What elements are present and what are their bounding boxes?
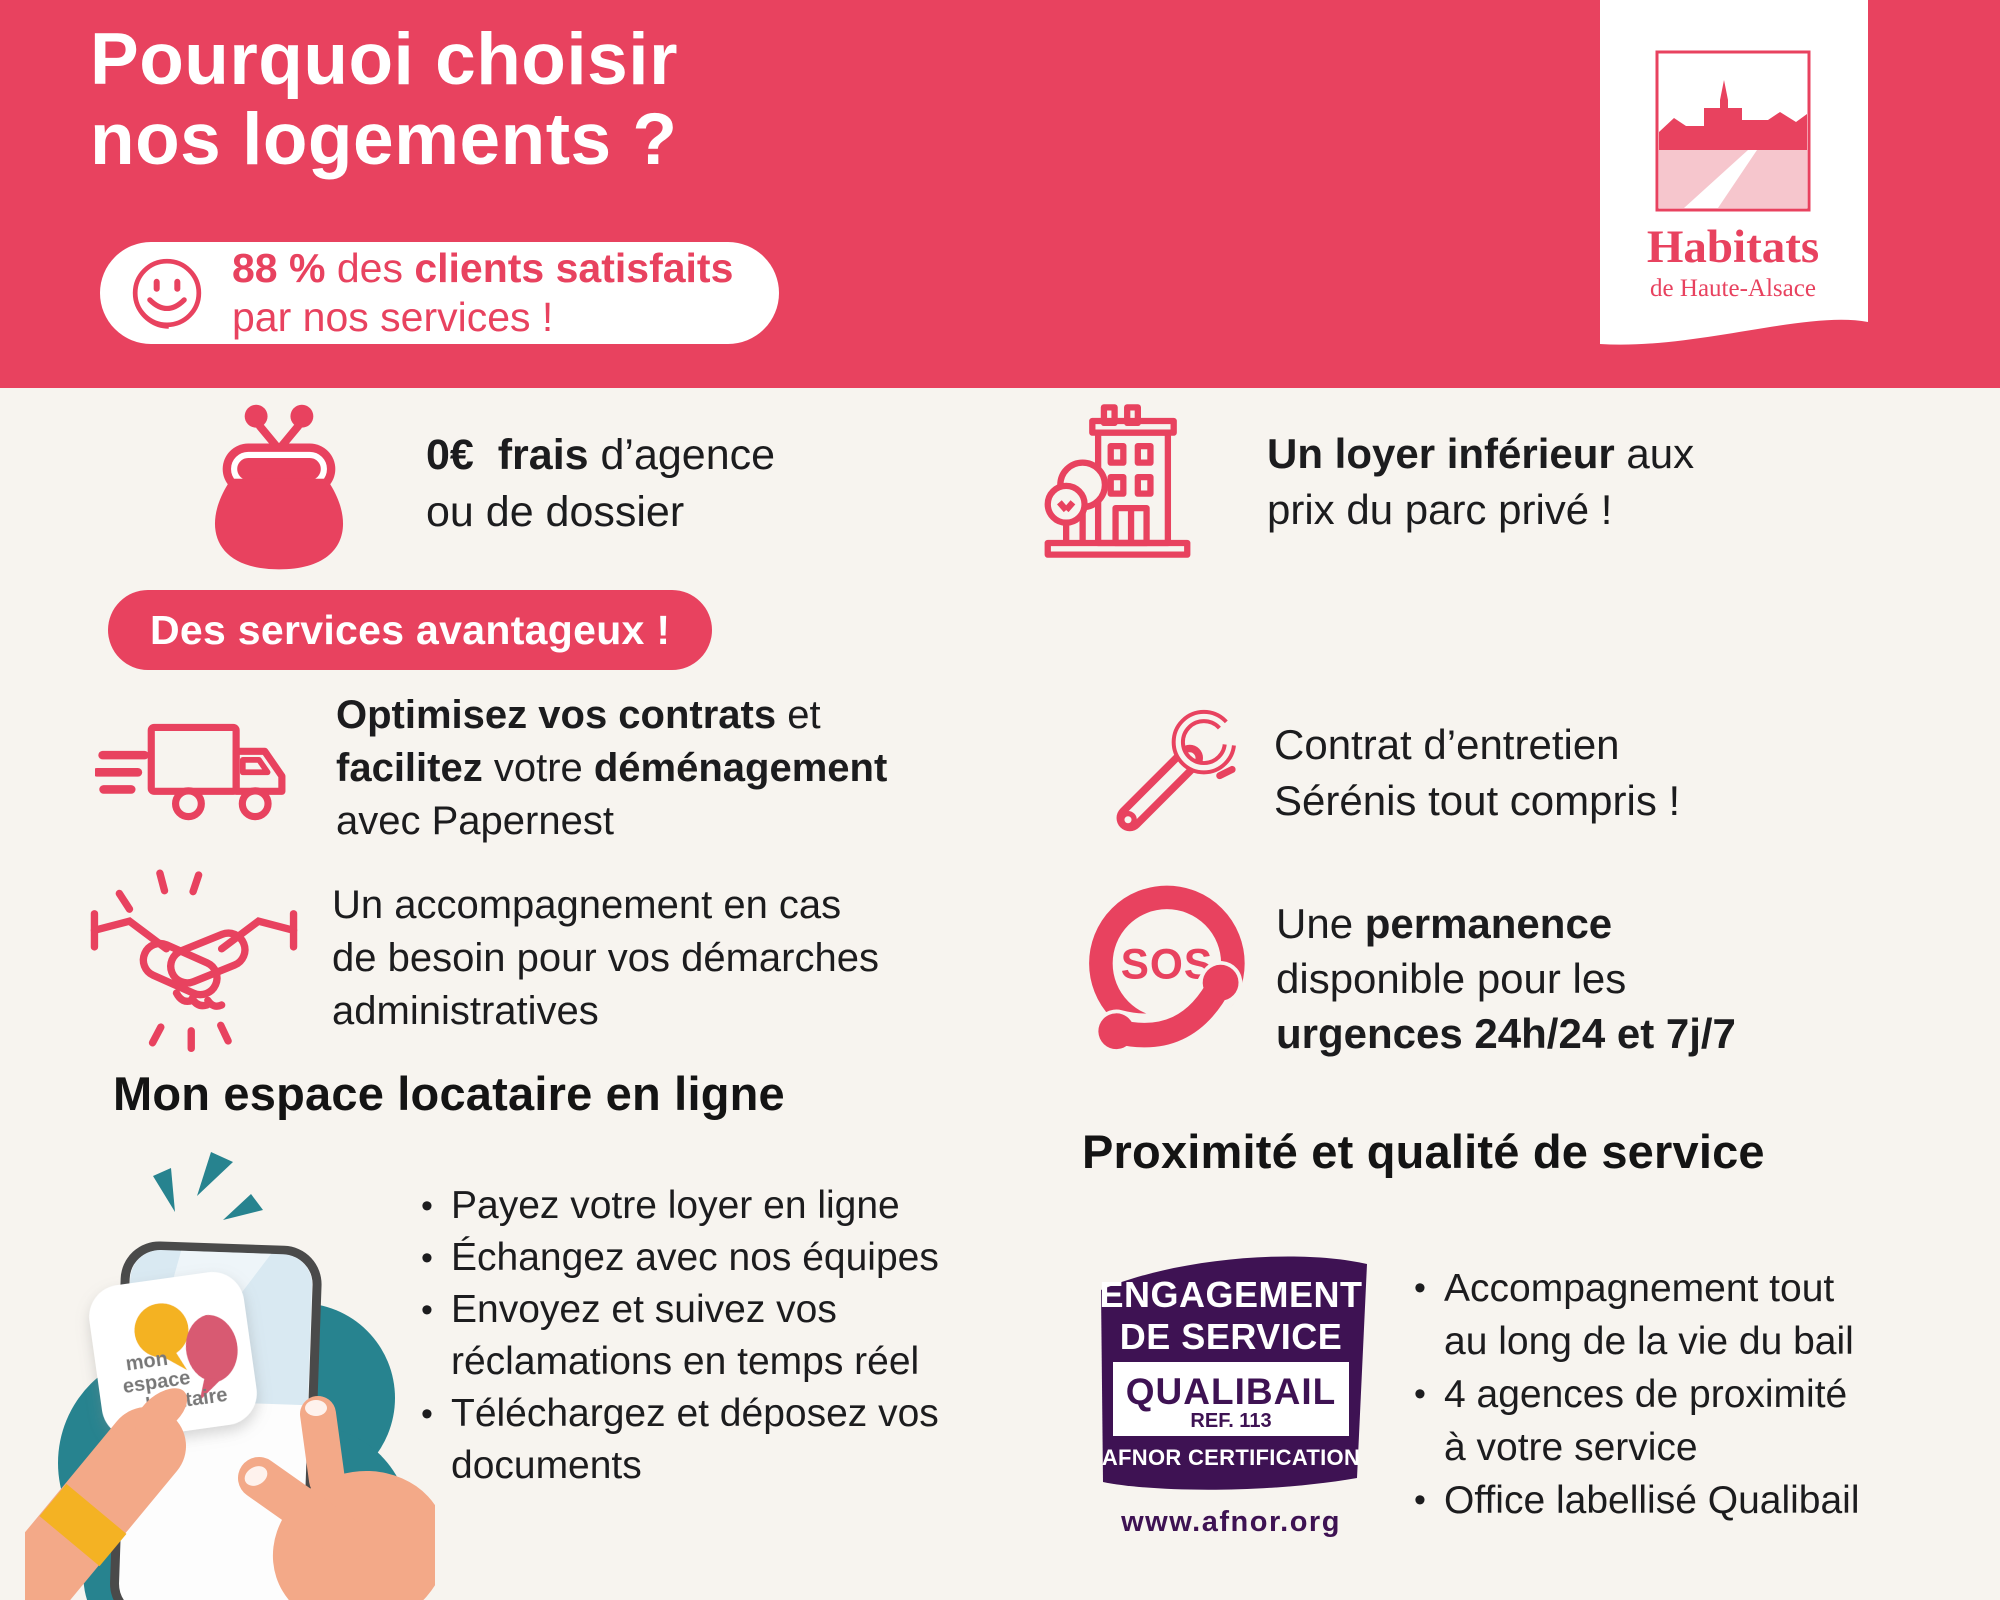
rent-row: Un loyer inférieur aux prix du parc priv… [1040,398,1694,566]
habitats-logo: Habitats de Haute-Alsace [1600,0,1868,345]
handshake-icon [90,869,298,1053]
tenant-app-illustration: mon espace locataire [0,1148,448,1600]
moving-truck-icon [95,723,286,821]
papernest-text: Optimisez vos contrats et facilitez votr… [336,692,888,843]
emergency-row: SOS Une permanence disponible pour les u… [1066,872,1736,1084]
fees-row: 0€ frais d’agence ou de dossier [188,396,775,572]
badge-engagement: ENGAGEMENT [1099,1274,1363,1315]
smiley-icon [132,258,202,329]
list-item: Payez votre loyer en ligne [415,1180,939,1232]
badge-afnor-certification: AFNOR CERTIFICATION [1101,1445,1361,1470]
page-title-line1: Pourquoi choisir [90,19,678,100]
list-item: Téléchargez et déposez vos documents [415,1388,939,1492]
page-title-line2: nos logements ? [90,99,678,180]
company-logo: Habitats de Haute-Alsace [1600,0,1868,348]
quality-heading: Proximité et qualité de service [1082,1125,1765,1178]
qualibail-badge: ENGAGEMENT DE SERVICE QUALIBAIL REF. 113… [1085,1244,1377,1539]
rent-text: Un loyer inférieur aux prix du parc priv… [1267,430,1695,533]
satisfaction-text: 88 % des clients satisfaits par nos serv… [232,244,733,342]
apartment-building-icon [1044,404,1191,558]
tenant-space-heading: Mon espace locataire en ligne [113,1067,785,1120]
sos-label: SOS [1121,940,1213,987]
maintenance-row: Contrat d’entretien Sérénis tout compris… [1098,695,1680,850]
tenant-space-bullets: Payez votre loyer en ligne Échangez avec… [415,1180,939,1492]
satisfaction-stat: 88 % [232,245,326,291]
satisfaction-line2: par nos services ! [232,294,554,340]
badge-ref: REF. 113 [1190,1410,1272,1432]
services-pill: Des services avantageux ! [108,590,713,670]
support-text: Un accompagnement en cas de besoin pour … [332,882,879,1033]
list-item: Office labellisé Qualibail [1408,1474,1860,1527]
afnor-website: www.afnor.org [1121,1506,1341,1538]
satisfaction-line1: 88 % des clients satisfaits [232,245,734,291]
afnor-badge-shape [1101,1256,1367,1490]
sos-phone-icon: SOS [1089,885,1245,1057]
list-item: Échangez avec nos équipes [415,1232,939,1284]
qualibail-badge-shape: ENGAGEMENT DE SERVICE QUALIBAIL REF. 113… [1085,1244,1377,1496]
papernest-row: Optimisez vos contrats et facilitez votr… [95,688,887,848]
satisfaction-badge: 88 % des clients satisfaits par nos serv… [100,242,780,344]
list-item: Accompagnement tout au long de la vie du… [1408,1262,1860,1368]
emergency-text: Une permanence disponible pour les urgen… [1276,899,1736,1057]
list-item: 4 agences de proximité à votre service [1408,1368,1860,1474]
logo-brand-text: Habitats [1647,221,1819,273]
maintenance-text: Contrat d’entretien Sérénis tout compris… [1274,720,1681,824]
quality-bullets: Accompagnement tout au long de la vie du… [1408,1262,1860,1527]
page-title: Pourquoi choisir nos logements ? [90,20,678,180]
fees-text: 0€ frais d’agence ou de dossier [426,431,776,536]
phone-in-hands-illustration: mon espace locataire [0,1152,448,1600]
list-item: Envoyez et suivez vos réclamations en te… [415,1284,939,1388]
wrench-icon [1116,708,1248,831]
badge-qualibail: QUALIBAIL [1125,1371,1337,1412]
logo-region-text: de Haute-Alsace [1650,275,1816,302]
support-row: Un accompagnement en cas de besoin pour … [88,858,879,1058]
coin-purse-icon [214,404,344,570]
badge-de-service: DE SERVICE [1119,1316,1343,1357]
